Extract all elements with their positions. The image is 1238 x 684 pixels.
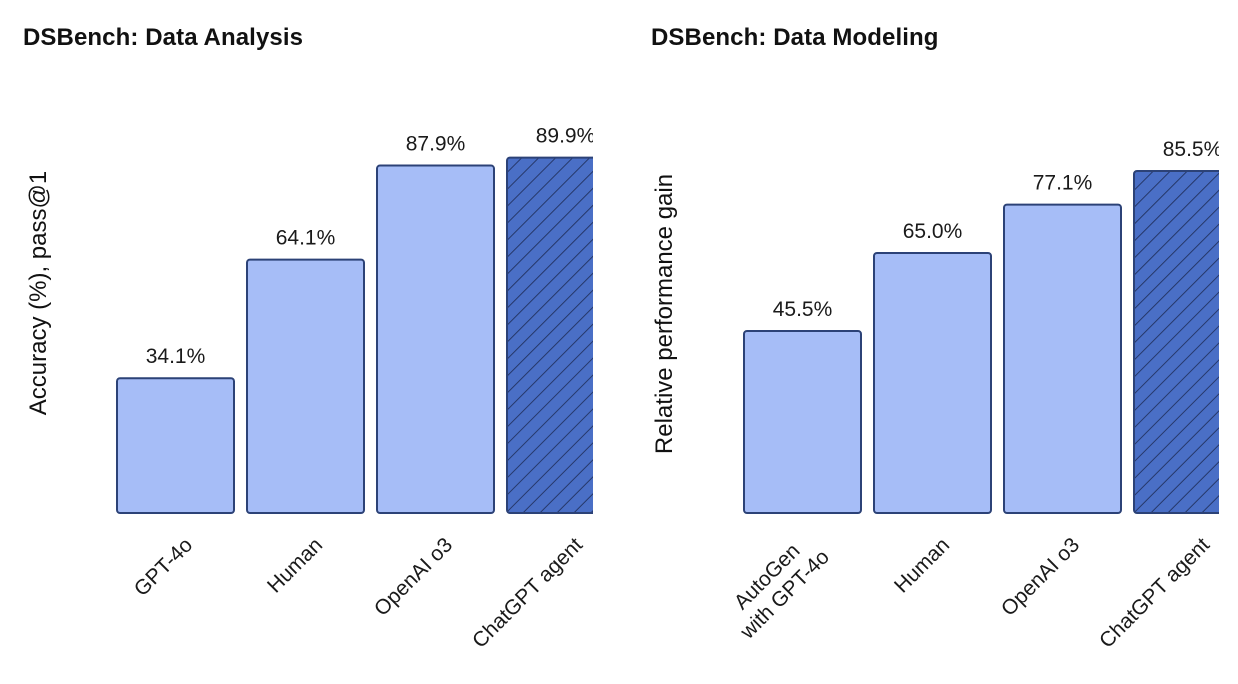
bar-openai-o3 (1003, 203, 1122, 514)
value-label-chatgpt-agent: 89.9% (536, 125, 596, 148)
y-axis-label-0: Accuracy (%), pass@1 (25, 171, 52, 415)
tick-label-chatgpt-agent: ChatGPT agent (468, 533, 587, 652)
value-label-openai-o3: 77.1% (1033, 172, 1093, 195)
tick-label-chatgpt-agent: ChatGPT agent (1095, 533, 1214, 652)
value-label-chatgpt-agent: 85.5% (1163, 138, 1223, 161)
value-label-human: 64.1% (276, 227, 336, 250)
bar-chatgpt-agent (1133, 170, 1219, 514)
value-label-autogen-with-gpt-4o: 45.5% (773, 298, 833, 321)
value-label-openai-o3: 87.9% (406, 133, 466, 156)
tick-label-human: Human (890, 533, 954, 597)
bar-chatgpt-agent (506, 156, 593, 514)
bar-autogen-with-gpt-4o (743, 330, 862, 514)
tick-label-openai-o3: OpenAI o3 (997, 533, 1084, 620)
chart-title-data-modeling: DSBench: Data Modeling (651, 24, 939, 51)
bar-human (873, 252, 992, 514)
bar-openai-o3 (376, 164, 495, 514)
value-label-gpt-4o: 34.1% (146, 345, 206, 368)
tick-label-autogen-with-gpt-4o: AutoGenwith GPT-4o (717, 528, 833, 644)
value-label-human: 65.0% (903, 220, 963, 243)
bar-human (246, 258, 365, 514)
bar-gpt-4o (116, 377, 235, 514)
tick-label-gpt-4o: GPT-4o (130, 533, 197, 600)
chart-panel-data-analysis: 34.1% GPT-4o 64.1% Human 87.9% OpenAI o3 89.9%… (116, 125, 596, 653)
tick-label-openai-o3: OpenAI o3 (370, 533, 457, 620)
chart-title-data-analysis: DSBench: Data Analysis (23, 24, 304, 51)
tick-label-human: Human (263, 533, 327, 597)
axis-labels: Accuracy (%), pass@1 Relative performance… (25, 171, 678, 454)
y-axis-label-1: Relative performance gain (651, 174, 678, 454)
chart-panel-data-modeling: 45.5% AutoGenwith GPT-4o 65.0% Human 77.1% Op… (717, 138, 1223, 653)
